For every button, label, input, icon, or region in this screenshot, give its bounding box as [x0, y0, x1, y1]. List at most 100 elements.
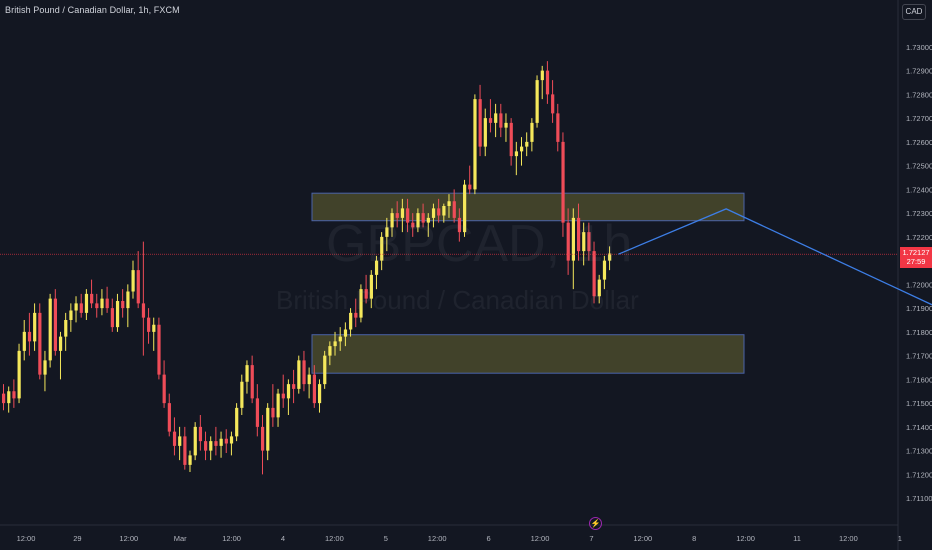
candle-body	[105, 298, 109, 309]
candle-body	[27, 331, 32, 342]
candle-body	[74, 303, 78, 311]
candle-body	[608, 253, 612, 261]
candle-body	[121, 301, 125, 309]
last-price-label: 1.72127 27:59	[900, 247, 932, 268]
candle-body	[333, 341, 337, 347]
candle-body	[90, 293, 94, 304]
candle-body	[421, 213, 425, 223]
candle-body	[126, 291, 130, 309]
candle-body	[100, 298, 104, 309]
candle-body	[602, 260, 607, 280]
y-tick-label: 1.72200	[906, 233, 932, 242]
candle-body	[457, 217, 462, 233]
x-tick-label: 12:00	[222, 534, 241, 543]
candle-body	[323, 355, 327, 385]
candle-body	[157, 324, 161, 375]
x-tick-label: 1	[898, 534, 902, 543]
candle-body	[95, 303, 99, 309]
support-zone[interactable]	[311, 334, 745, 374]
candle-body	[390, 213, 394, 228]
candle-body	[33, 312, 37, 342]
candle-body	[297, 360, 301, 389]
symbol-title[interactable]: British Pound / Canadian Dollar, 1h, FXC…	[5, 5, 180, 15]
x-tick-label: 12:00	[325, 534, 344, 543]
y-tick-label: 1.71600	[906, 375, 932, 384]
candle-body	[431, 208, 436, 218]
candle-body	[426, 217, 430, 223]
candle-body	[84, 293, 89, 313]
candle-body	[302, 360, 306, 385]
candle-body	[328, 346, 332, 356]
y-tick-label: 1.71200	[906, 470, 932, 479]
candle-body	[64, 320, 68, 337]
candle-body	[307, 374, 311, 385]
x-tick-label: 8	[692, 534, 696, 543]
candle-body	[317, 384, 322, 404]
candle-body	[576, 217, 581, 252]
candle-body	[411, 222, 415, 228]
y-tick-label: 1.72000	[906, 280, 932, 289]
candle-body	[499, 113, 503, 128]
x-tick-label: 5	[384, 534, 388, 543]
candle-body	[468, 184, 472, 190]
candle-body	[354, 312, 358, 318]
lightning-icon[interactable]: ⚡	[589, 517, 602, 530]
candle-body	[478, 99, 482, 147]
candle-body	[12, 391, 16, 399]
y-tick-label: 1.72900	[906, 67, 932, 76]
candle-body	[343, 329, 348, 337]
candle-body	[178, 436, 182, 446]
zones-layer	[311, 192, 745, 374]
candle-body	[540, 70, 544, 81]
candle-body	[172, 431, 177, 446]
candle-body	[110, 308, 114, 328]
candle-body	[281, 393, 285, 399]
x-tick-label: 11	[793, 534, 801, 543]
x-axis: 12:00 29 12:00 Mar 12:00 4 12:00 5 12:00 6 12:00 7 1…	[17, 534, 902, 543]
y-tick-label: 1.71900	[906, 304, 932, 313]
candle-body	[551, 94, 555, 114]
candle-body	[235, 407, 239, 437]
bar-countdown: 27:59	[906, 257, 926, 266]
x-tick-label: 29	[73, 534, 81, 543]
candle-body	[167, 403, 171, 432]
candle-body	[556, 113, 560, 142]
overlay-layer	[0, 208, 932, 360]
resistance-zone[interactable]	[311, 192, 745, 222]
projection-path[interactable]	[618, 208, 932, 360]
candle-body	[136, 270, 140, 304]
last-price-value: 1.72127	[902, 248, 930, 257]
candle-body	[48, 298, 52, 361]
candle-body	[504, 122, 508, 128]
candles-layer	[2, 61, 612, 475]
y-tick-label: 1.71800	[906, 328, 932, 337]
candle-body	[437, 208, 441, 216]
candle-body	[359, 289, 363, 318]
candle-body	[38, 312, 42, 375]
candle-body	[229, 436, 234, 444]
y-tick-label: 1.72700	[906, 114, 932, 123]
candle-body	[587, 232, 591, 252]
candle-body	[58, 336, 63, 351]
candle-body	[219, 438, 223, 446]
candle-body	[488, 118, 493, 123]
candle-body	[141, 303, 146, 318]
y-tick-label: 1.72400	[906, 185, 932, 194]
candle-body	[22, 331, 26, 351]
candle-body	[349, 312, 353, 330]
y-tick-label: 1.71100	[906, 494, 932, 503]
candle-body	[2, 393, 6, 404]
candle-body	[374, 260, 379, 275]
currency-button[interactable]: CAD	[902, 4, 926, 20]
candle-body	[245, 365, 249, 382]
y-tick-label: 1.72600	[906, 138, 932, 147]
x-tick-label: Mar	[174, 534, 187, 543]
candle-body	[255, 398, 260, 427]
candle-body	[204, 441, 208, 451]
y-axis: 1.73000 1.72900 1.72800 1.72700 1.72600 1.725…	[906, 43, 932, 503]
y-tick-label: 1.71400	[906, 423, 932, 432]
candle-body	[214, 441, 218, 446]
y-tick-label: 1.71500	[906, 399, 932, 408]
candle-body	[188, 455, 192, 465]
